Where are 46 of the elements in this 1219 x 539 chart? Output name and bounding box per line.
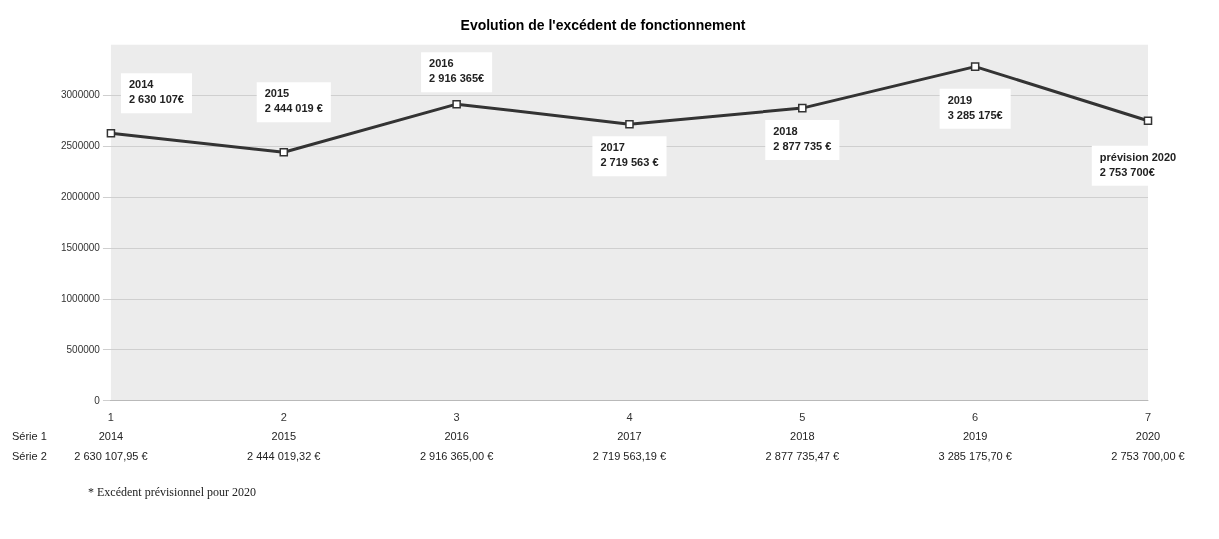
text: Série 2 <box>12 449 47 462</box>
text: 2 444 019,32 € <box>247 449 321 462</box>
x-tick-label: 4 <box>626 411 633 424</box>
point <box>279 147 289 157</box>
data-label: 2017 2 719 563 € <box>600 141 659 169</box>
text: 3 285 175,70 € <box>938 449 1012 462</box>
y-tick-label: 2000000 <box>60 191 101 203</box>
point <box>970 62 980 71</box>
y-tick-label: 1500000 <box>60 241 101 253</box>
point <box>452 99 461 109</box>
text: 2017 <box>617 429 642 442</box>
text: 2 630 107,95 € <box>74 449 148 462</box>
y-tick-label: 0 <box>94 394 101 406</box>
text: 2020 <box>1135 429 1161 442</box>
y-tick-label: 3000000 <box>60 89 101 101</box>
y-tick-label: 2500000 <box>60 140 101 152</box>
text: 2 877 735,47 € <box>765 449 840 462</box>
x-tick-label: 1 <box>107 411 114 424</box>
x-tick-label: 6 <box>972 411 979 424</box>
text: 2019 <box>962 429 988 442</box>
point <box>106 129 116 138</box>
y-tick-label: 1000000 <box>60 292 101 304</box>
data-label: prévision 2020 2 753 700€ <box>1099 150 1177 178</box>
data-label: 2015 2 444 019 € <box>264 87 323 115</box>
text: 2014 <box>98 429 124 442</box>
data-label: 2019 3 285 175€ <box>947 93 1003 121</box>
text: 2016 <box>444 429 469 442</box>
point <box>798 103 807 113</box>
data-label: 2014 2 630 107€ <box>128 78 184 106</box>
x-tick-label: 3 <box>453 411 460 424</box>
x-tick-label: 5 <box>799 411 806 424</box>
text: 2 753 700,00 € <box>1111 449 1185 462</box>
text: Série 1 <box>12 429 47 442</box>
text: 2015 <box>271 429 297 442</box>
chart-title: Evolution de l'excédent de fonctionnement <box>460 17 746 34</box>
text: 2 719 563,19 € <box>592 449 667 462</box>
x-tick-label: 7 <box>1144 411 1152 424</box>
text: 2 916 365,00 € <box>419 449 494 462</box>
point <box>1143 116 1153 125</box>
x-tick-label: 2 <box>280 411 287 424</box>
text: 2018 <box>790 429 815 442</box>
point <box>625 119 634 129</box>
text: * Excédent prévisionnel pour 2020 <box>88 484 256 499</box>
data-label: 2018 2 877 735 € <box>773 125 832 153</box>
data-label: 2016 2 916 365€ <box>429 57 485 85</box>
y-tick-label: 500000 <box>66 343 101 355</box>
